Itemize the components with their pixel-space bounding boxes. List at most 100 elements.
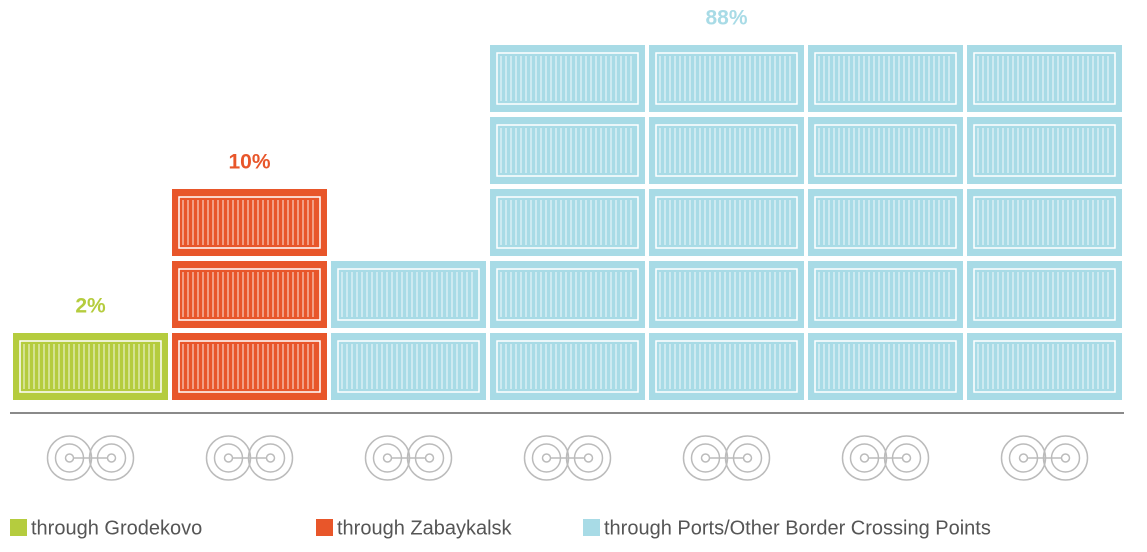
container [649, 189, 804, 256]
container [967, 117, 1122, 184]
container-ribs [819, 272, 949, 317]
container-ribs [342, 272, 472, 317]
container [331, 261, 486, 328]
container-body [808, 117, 963, 184]
container [13, 333, 168, 400]
container [967, 189, 1122, 256]
container [649, 333, 804, 400]
container-ribs [819, 344, 949, 389]
wheel-hub [1020, 454, 1028, 462]
container-body [649, 333, 804, 400]
container-ribs [660, 128, 790, 173]
container [649, 117, 804, 184]
wheel-hub [225, 454, 233, 462]
value-label: 2% [75, 295, 106, 318]
container-body [967, 261, 1122, 328]
container [808, 333, 963, 400]
container-body [331, 333, 486, 400]
container-ribs [660, 344, 790, 389]
container-body [490, 189, 645, 256]
container [490, 189, 645, 256]
container [490, 261, 645, 328]
container [808, 117, 963, 184]
legend-swatch [316, 519, 333, 536]
wheel-hub [108, 454, 116, 462]
container-body [649, 189, 804, 256]
wheel-hub [66, 454, 74, 462]
container-ribs [501, 56, 631, 101]
container [967, 333, 1122, 400]
wheel-hub [384, 454, 392, 462]
container-ribs [660, 272, 790, 317]
container-body [490, 333, 645, 400]
legend-label: through Ports/Other Border Crossing Poin… [604, 517, 991, 539]
container-ribs [501, 272, 631, 317]
container-body [172, 261, 327, 328]
wheel-hub [426, 454, 434, 462]
container-body [967, 117, 1122, 184]
container-body [967, 189, 1122, 256]
container-ribs [819, 128, 949, 173]
wheel-hub [543, 454, 551, 462]
container-ribs [183, 344, 313, 389]
container [808, 189, 963, 256]
container-ribs [819, 56, 949, 101]
wheel-hub [1062, 454, 1070, 462]
container-ribs [978, 344, 1108, 389]
container [172, 261, 327, 328]
wheel-hub [702, 454, 710, 462]
container-body [172, 189, 327, 256]
container-body [967, 333, 1122, 400]
container-ribs [24, 344, 154, 389]
wheel-hub [585, 454, 593, 462]
container-body [490, 45, 645, 112]
container-ribs [819, 200, 949, 245]
container-body [808, 333, 963, 400]
container [172, 189, 327, 256]
container-body [490, 117, 645, 184]
container [808, 261, 963, 328]
container [172, 333, 327, 400]
container-body [172, 333, 327, 400]
legend-label: through Zabaykalsk [337, 517, 513, 539]
container-ribs [978, 200, 1108, 245]
container [649, 45, 804, 112]
value-label: 88% [705, 7, 747, 30]
container-body [649, 117, 804, 184]
container [967, 261, 1122, 328]
container-ribs [501, 128, 631, 173]
wheel-hub [903, 454, 911, 462]
value-label: 10% [228, 151, 270, 174]
container-body [649, 261, 804, 328]
container-ribs [978, 128, 1108, 173]
container-body [13, 333, 168, 400]
chart: 2% 10% 88% through Grodekovo through Zabayka… [0, 0, 1147, 552]
container-body [490, 261, 645, 328]
container-body [808, 261, 963, 328]
container-ribs [978, 272, 1108, 317]
container-body [808, 189, 963, 256]
container-ribs [183, 272, 313, 317]
container [808, 45, 963, 112]
container-ribs [342, 344, 472, 389]
container-ribs [183, 200, 313, 245]
wheel-hub [267, 454, 275, 462]
wheel-hub [861, 454, 869, 462]
container-ribs [501, 200, 631, 245]
container-ribs [501, 344, 631, 389]
container [490, 45, 645, 112]
container-ribs [660, 56, 790, 101]
container-body [808, 45, 963, 112]
legend-label: through Grodekovo [31, 517, 202, 539]
container [490, 333, 645, 400]
legend-swatch [10, 519, 27, 536]
legend-swatch [583, 519, 600, 536]
container [649, 261, 804, 328]
container-body [967, 45, 1122, 112]
container [331, 333, 486, 400]
container-body [649, 45, 804, 112]
container-body [331, 261, 486, 328]
container-ribs [660, 200, 790, 245]
container [967, 45, 1122, 112]
container-ribs [978, 56, 1108, 101]
